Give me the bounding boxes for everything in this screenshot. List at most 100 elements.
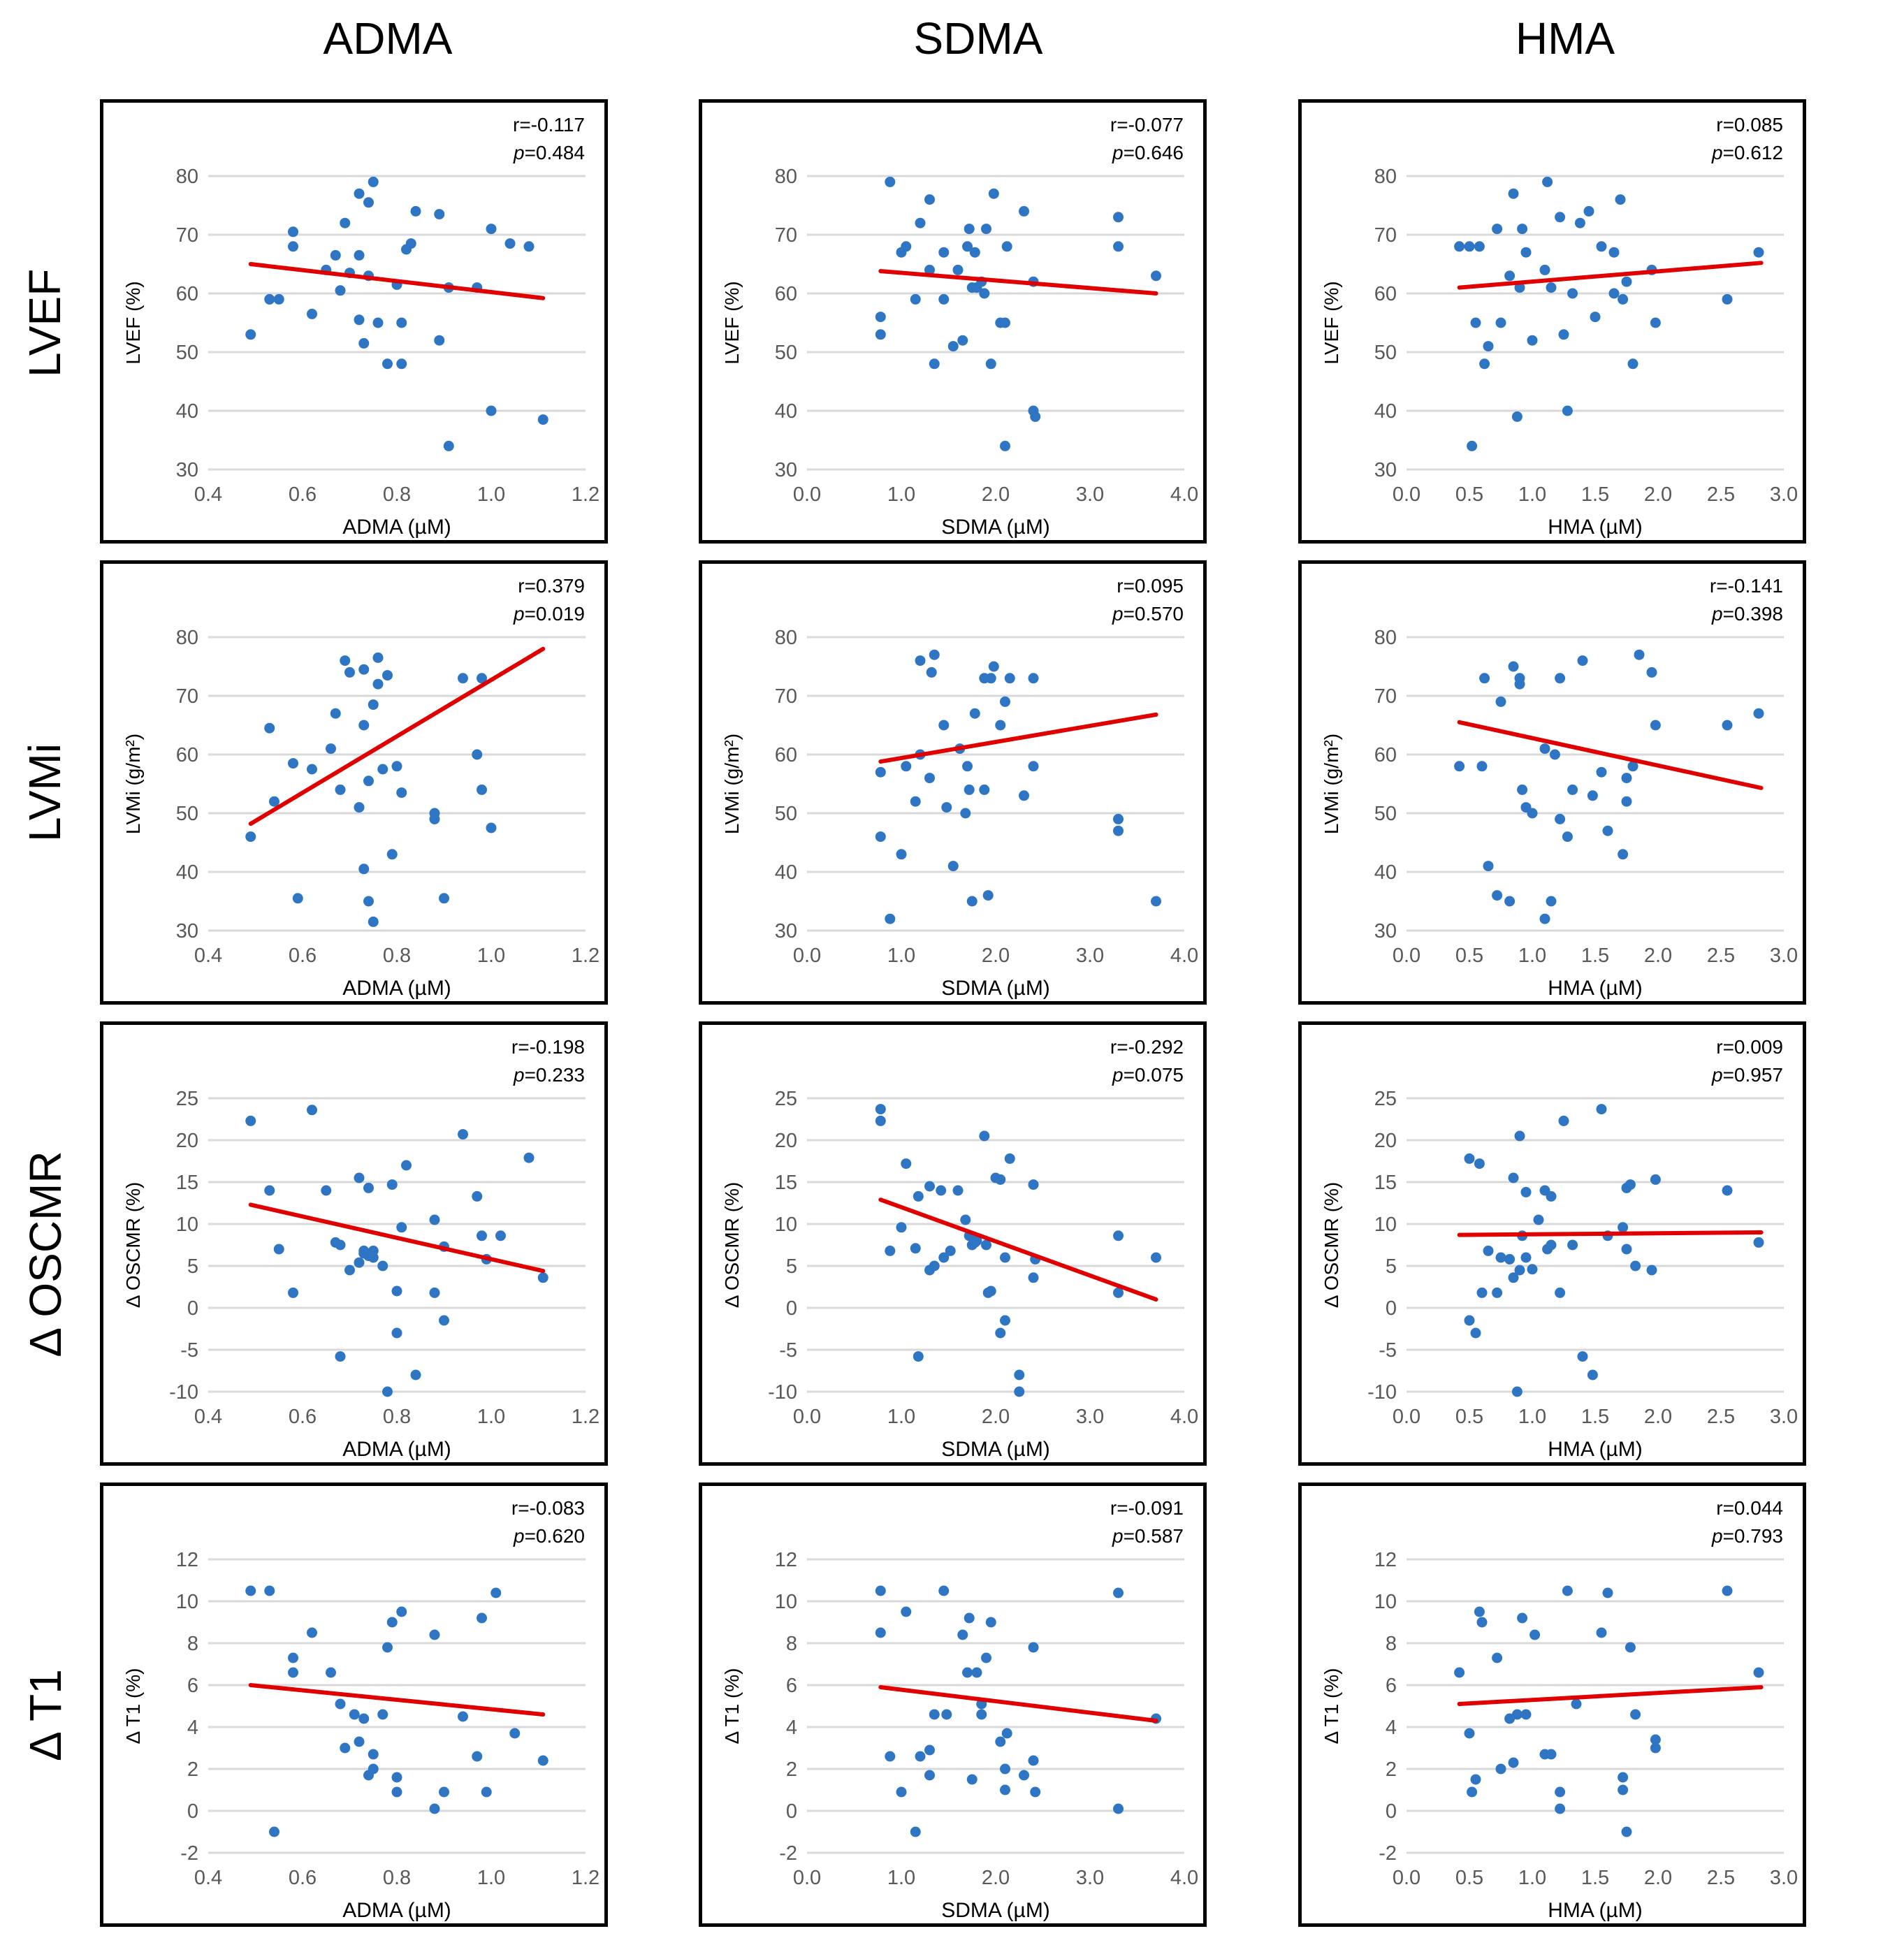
- data-point: [960, 1214, 971, 1225]
- y-tick-label: 10: [775, 1214, 797, 1236]
- data-point: [368, 1763, 379, 1775]
- data-point: [1504, 1253, 1516, 1265]
- data-point: [1492, 890, 1503, 901]
- data-point: [1571, 1698, 1582, 1710]
- trendline: [248, 646, 546, 826]
- y-tick-label: 80: [1374, 166, 1397, 188]
- data-point: [1464, 241, 1475, 252]
- data-point: [924, 773, 935, 784]
- data-point: [924, 1744, 935, 1756]
- scatter-panel: -10 -5 0 5 10 15 20 25 0.0 0.5 1.0 1.5 2.0 2.5 3.0 HMA …: [1298, 1021, 1806, 1466]
- data-point: [960, 808, 971, 819]
- y-axis-title: LVEF (%): [1321, 281, 1342, 364]
- x-tick-label: 3.0: [1076, 1867, 1104, 1889]
- data-point: [985, 673, 996, 684]
- data-point: [1596, 241, 1607, 252]
- scatter-plot: 30 40 50 60 70 80 0.4 0.6 0.8 1.0 1.2 ADMA (µM) LVEF…: [122, 166, 599, 539]
- trendline: [878, 1197, 1158, 1302]
- data-point: [330, 708, 341, 719]
- scatter-panel: -2 0 2 4 6 8 10 12 0.0 0.5 1.0 1.5 2.0 2.5 3.0 HMA (µM)…: [1298, 1483, 1806, 1927]
- data-point: [401, 1160, 412, 1171]
- x-tick-label: 2.0: [982, 945, 1010, 967]
- data-point: [1630, 1709, 1641, 1720]
- trendline: [878, 269, 1158, 296]
- data-point: [929, 1260, 940, 1272]
- data-point: [1000, 440, 1010, 451]
- y-tick-label: 60: [775, 283, 797, 305]
- data-point: [1470, 317, 1481, 328]
- y-axis-title: LVMi (g/m²): [1321, 734, 1342, 834]
- y-tick-label: -10: [768, 1381, 797, 1404]
- y-tick-label: 80: [775, 166, 797, 188]
- data-point: [1454, 1667, 1465, 1678]
- y-tick-label: 40: [775, 400, 797, 423]
- scatter-plot: -2 0 2 4 6 8 10 12 0.0 1.0 2.0 3.0 4.0 SDMA (µM) Δ T1 …: [721, 1549, 1198, 1922]
- data-point: [979, 1130, 990, 1142]
- x-tick-label: 0.0: [1393, 483, 1420, 506]
- scatter-plot: -10 -5 0 5 10 15 20 25 0.0 1.0 2.0 3.0 4.0 SDMA (µM) Δ…: [721, 1088, 1198, 1461]
- data-point: [1546, 1749, 1557, 1760]
- data-point: [1542, 176, 1553, 187]
- data-point: [962, 761, 973, 772]
- y-tick-label: 60: [1374, 283, 1397, 305]
- y-axis-title: Δ OSCMR (%): [122, 1182, 144, 1308]
- data-point: [995, 720, 1006, 731]
- data-point: [1000, 1252, 1010, 1263]
- y-tick-label: 20: [1374, 1130, 1397, 1152]
- data-point: [1618, 293, 1629, 305]
- data-point: [358, 1713, 370, 1724]
- data-point: [458, 1129, 468, 1140]
- y-tick-label: 30: [176, 459, 198, 481]
- data-point: [495, 1230, 506, 1241]
- data-point: [969, 708, 980, 719]
- data-point: [896, 1786, 907, 1798]
- p-value: p=0.570: [1112, 603, 1184, 625]
- data-point: [945, 1245, 956, 1256]
- data-point: [901, 1606, 912, 1617]
- data-point: [875, 1104, 886, 1115]
- row-title-t1: Δ T1: [20, 1669, 71, 1761]
- data-point: [335, 1351, 346, 1362]
- data-point: [429, 1214, 440, 1225]
- r-value: r=0.379: [518, 575, 585, 597]
- data-point: [910, 293, 921, 305]
- x-tick-label: 1.0: [1518, 1406, 1546, 1428]
- data-point: [988, 188, 999, 199]
- data-point: [875, 329, 886, 340]
- data-point: [1000, 1784, 1010, 1795]
- x-tick-label: 1.0: [887, 1406, 915, 1428]
- data-point: [368, 1252, 379, 1263]
- x-tick-label: 0.0: [793, 1867, 821, 1889]
- data-point: [1504, 270, 1516, 282]
- data-point: [1514, 1265, 1525, 1276]
- y-tick-label: -2: [779, 1842, 797, 1865]
- data-point: [1722, 720, 1733, 731]
- data-point: [391, 1327, 402, 1339]
- y-tick-label: 15: [1374, 1172, 1397, 1194]
- data-point: [952, 1185, 964, 1196]
- data-point: [1474, 1158, 1485, 1170]
- data-point: [363, 197, 374, 208]
- data-point: [938, 293, 950, 305]
- data-point: [1722, 293, 1733, 305]
- y-tick-label: 60: [775, 744, 797, 766]
- data-point: [326, 1667, 336, 1678]
- data-point: [1608, 288, 1620, 299]
- x-tick-label: 0.0: [1393, 1406, 1420, 1428]
- data-point: [410, 1369, 421, 1381]
- data-point: [910, 796, 921, 807]
- x-tick-label: 0.6: [289, 945, 317, 967]
- data-point: [245, 329, 256, 340]
- data-point: [995, 1174, 1006, 1185]
- y-tick-label: 6: [187, 1675, 198, 1697]
- data-point: [929, 1709, 940, 1720]
- data-point: [1527, 1264, 1538, 1275]
- data-point: [1470, 1774, 1481, 1785]
- correlation-stats: r=-0.077 p=0.646: [1110, 111, 1184, 167]
- data-point: [1511, 1709, 1523, 1720]
- data-point: [976, 1709, 987, 1720]
- data-point: [1546, 1190, 1557, 1202]
- data-point: [377, 1709, 388, 1720]
- x-tick-label: 1.0: [1518, 1867, 1546, 1889]
- r-value: r=0.009: [1716, 1036, 1783, 1058]
